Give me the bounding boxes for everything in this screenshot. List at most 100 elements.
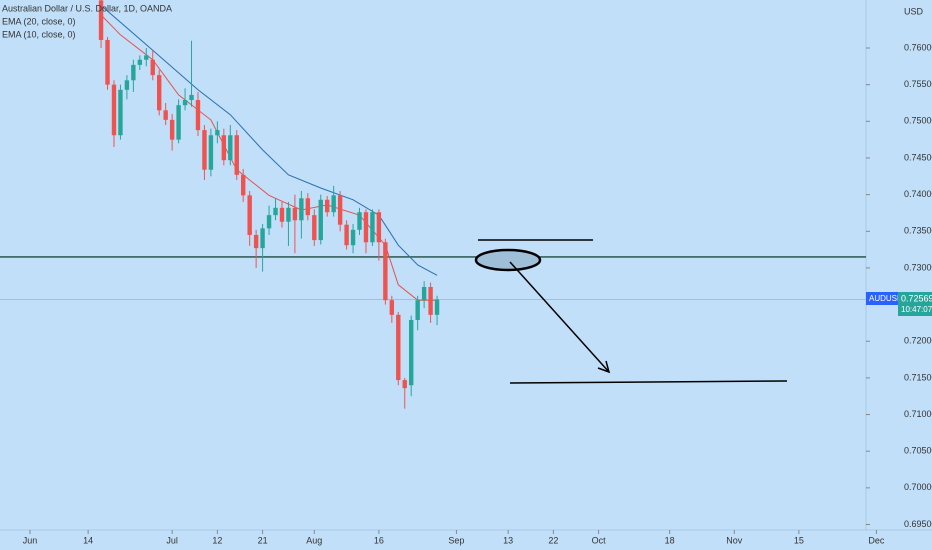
candle-body	[344, 224, 349, 246]
candle-body	[98, 0, 104, 40]
ellipse	[474, 248, 542, 272]
candle-body	[111, 84, 117, 136]
x-tick-label: 18	[665, 535, 675, 545]
candle-body	[118, 89, 123, 136]
price-box	[898, 292, 932, 316]
candle-body	[273, 207, 278, 216]
ema-line	[100, 14, 438, 301]
candle-body	[189, 94, 194, 101]
candle-body	[421, 286, 427, 301]
candle-body	[428, 286, 433, 315]
candle-body	[286, 207, 291, 222]
symbol-box	[866, 292, 898, 305]
last-price: 0.72569	[901, 293, 932, 303]
candle-body	[376, 212, 382, 243]
candle-body	[150, 59, 155, 76]
legend-entry: EMA (10, close, 0)	[2, 29, 76, 39]
x-tick-label: 16	[374, 535, 384, 545]
x-tick-label: 15	[794, 535, 804, 545]
x-tick-label: Nov	[726, 535, 743, 545]
candle-body	[260, 228, 265, 249]
x-tick-label: Sep	[448, 535, 464, 545]
candle-body	[409, 319, 414, 386]
x-tick-label: 12	[212, 535, 222, 545]
candle-body	[331, 195, 336, 213]
candle-body	[325, 199, 330, 213]
x-tick-label: 22	[548, 535, 558, 545]
candle-body	[370, 212, 375, 243]
candle-body	[363, 212, 369, 243]
legend-entry: EMA (20, close, 0)	[2, 16, 76, 26]
candle-body	[124, 80, 130, 90]
x-tick-label: 21	[258, 535, 268, 545]
candle-body	[228, 135, 233, 161]
candle-body	[350, 229, 356, 246]
candle-body	[253, 234, 259, 249]
candle-body	[105, 39, 110, 85]
arrow-head	[597, 360, 611, 374]
y-tick-label: 0.76000	[904, 42, 932, 52]
candle-body	[318, 199, 323, 241]
x-tick-label: Oct	[592, 535, 607, 545]
candle-body	[299, 198, 304, 221]
candle-body	[279, 207, 285, 222]
x-tick-label: Jul	[166, 535, 178, 545]
ema-line	[100, 5, 438, 276]
symbol: AUDUSD	[869, 294, 903, 303]
candle-body	[221, 135, 227, 161]
candle-body	[312, 215, 317, 241]
candle-body	[144, 55, 149, 60]
candle-body	[357, 212, 362, 230]
candle-body	[195, 100, 201, 131]
candle-body	[415, 300, 420, 320]
target-line	[509, 380, 788, 384]
candle-body	[137, 59, 143, 65]
candle-body	[266, 215, 272, 229]
drawings	[474, 239, 788, 384]
candle-body	[215, 130, 220, 136]
candle-body	[208, 135, 214, 170]
candle-body	[305, 198, 311, 216]
x-tick-label: 14	[83, 535, 93, 545]
x-tick-label: Dec	[868, 535, 885, 545]
candle-body	[169, 119, 175, 140]
candle-body	[383, 242, 388, 301]
candle-body	[182, 100, 188, 106]
x-tick-label: 13	[503, 535, 513, 545]
countdown: 10:47:07	[901, 305, 932, 314]
candle-body	[389, 300, 395, 315]
legend-title: Australian Dollar / U.S. Dollar, 1D, OAN…	[2, 3, 172, 13]
candle-body	[402, 380, 407, 389]
candle-body	[157, 75, 162, 111]
candle-body	[396, 314, 401, 381]
arrow	[509, 261, 610, 373]
candle-body	[176, 105, 181, 140]
candle-body	[337, 195, 343, 225]
candle-body	[247, 195, 252, 235]
candle-body	[131, 64, 136, 81]
candle-body	[234, 135, 239, 175]
candle-body	[202, 130, 207, 170]
candle-body	[241, 174, 246, 196]
x-tick-label: Jun	[23, 535, 38, 545]
candle-body	[292, 207, 298, 221]
x-tick-label: Aug	[306, 535, 322, 545]
candle-body	[163, 110, 168, 120]
candle-body	[434, 299, 440, 315]
currency: USD	[904, 6, 924, 16]
